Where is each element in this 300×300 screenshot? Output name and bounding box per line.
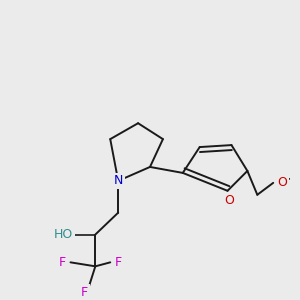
Text: N: N bbox=[113, 174, 123, 188]
Text: O: O bbox=[225, 194, 234, 207]
Text: HO: HO bbox=[54, 228, 73, 241]
Text: O: O bbox=[277, 176, 287, 189]
Text: F: F bbox=[115, 256, 122, 269]
Text: F: F bbox=[81, 286, 88, 299]
Text: F: F bbox=[59, 256, 66, 269]
